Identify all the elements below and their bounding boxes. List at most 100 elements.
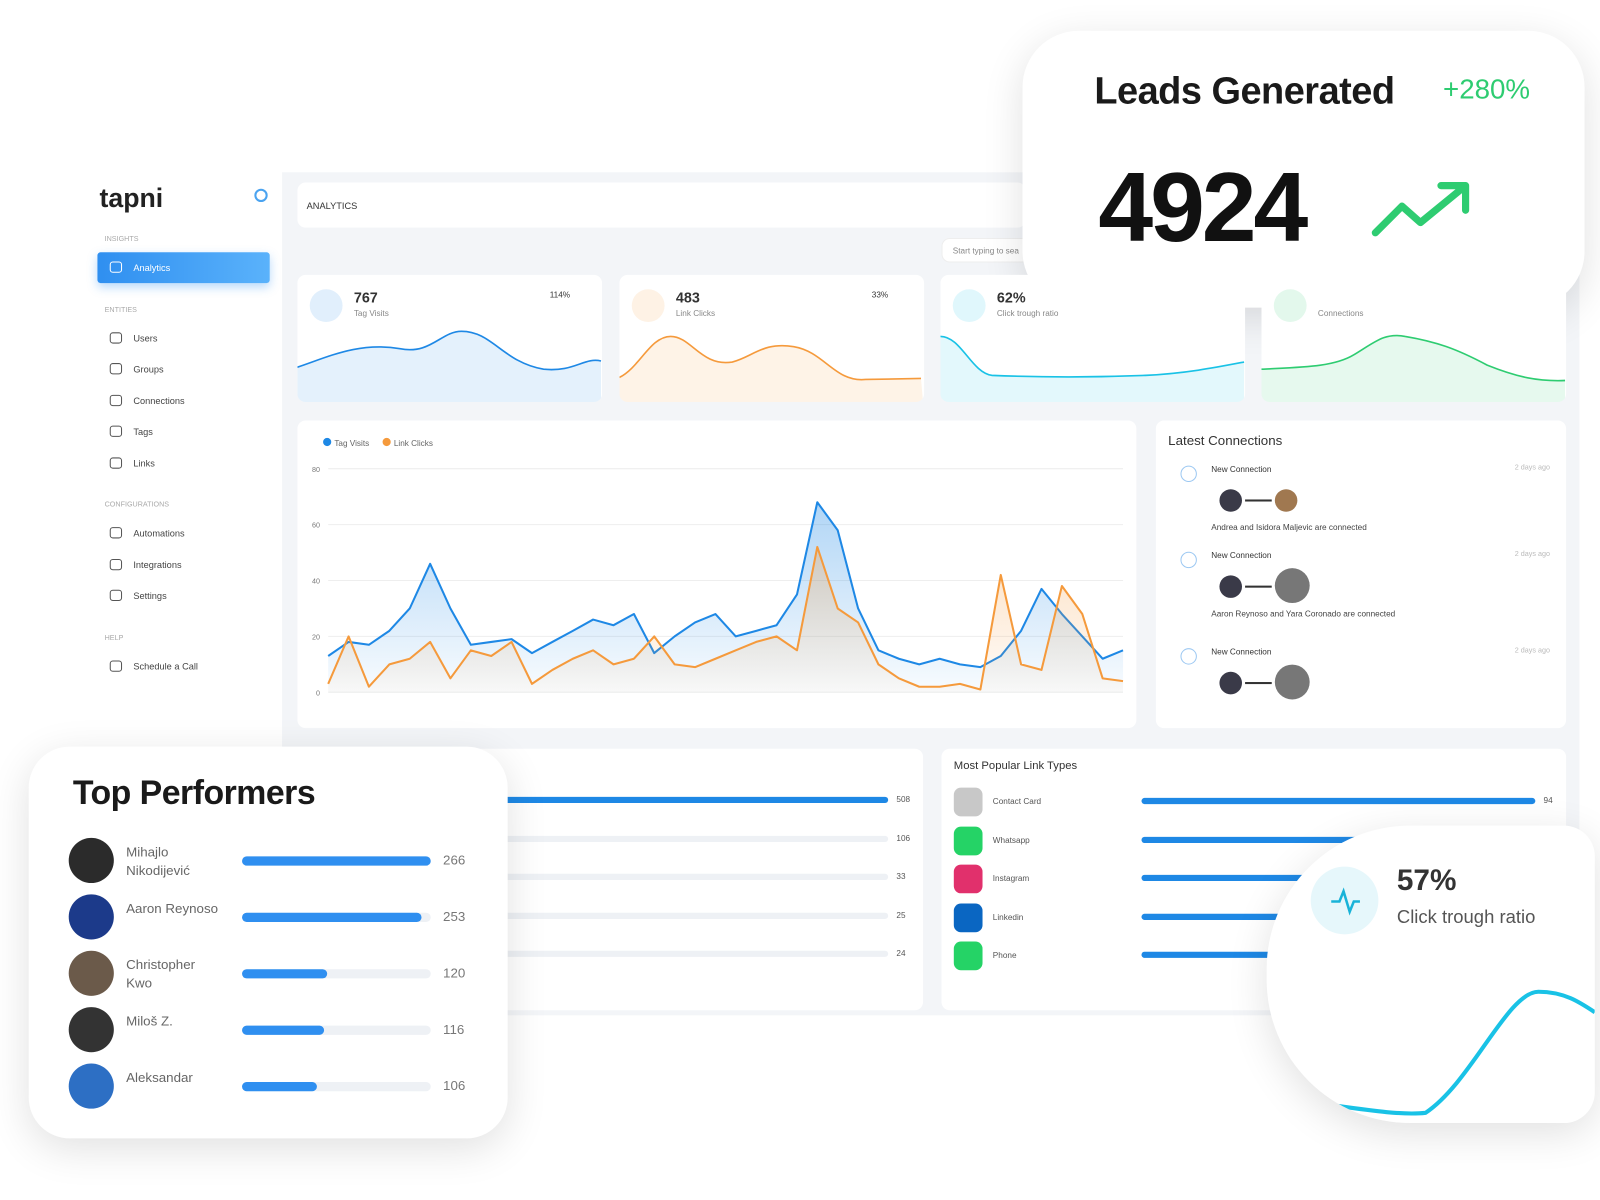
bar <box>242 912 422 923</box>
nav-icon <box>109 363 123 375</box>
stat-label: Click trough ratio <box>996 308 1059 318</box>
bar <box>1141 797 1536 805</box>
nav-icon <box>109 558 123 570</box>
nav-label: Schedule a Call <box>133 660 198 672</box>
stat-icon <box>631 289 665 323</box>
leads-title: Leads Generated <box>1094 69 1395 112</box>
top-performers-card: Top Performers Mihajlo Nikodijević 266 Aar… <box>28 746 508 1139</box>
stat-icon <box>952 289 986 323</box>
sparkline-line <box>297 330 602 371</box>
stat-icon <box>309 289 343 323</box>
avatar <box>1219 489 1243 512</box>
main-chart: 0 20 40 60 80 Tag Visits Link Clicks <box>312 437 1124 697</box>
legend-dot <box>323 437 332 447</box>
nav-icon <box>109 261 123 273</box>
section-title: CONFIGURATIONS <box>104 501 170 509</box>
nav-icon <box>109 659 123 672</box>
link-glyph <box>1245 682 1272 685</box>
avatar <box>68 894 114 940</box>
y-tick-label: 40 <box>312 578 320 586</box>
sparkline-area <box>297 331 602 403</box>
avatar <box>68 1007 114 1053</box>
connection-type: New Connection <box>1211 647 1272 657</box>
bar-track <box>242 1082 431 1092</box>
nav-label: Groups <box>133 364 164 375</box>
ctr-icon <box>1310 866 1379 935</box>
connection-icon <box>1180 465 1197 483</box>
series-line <box>327 545 1124 691</box>
leads-value: 4924 <box>1098 152 1308 263</box>
avatar <box>68 1063 114 1109</box>
section-title: ENTITIES <box>104 306 137 314</box>
nav-icon <box>109 331 123 344</box>
nav-item[interactable]: Automations <box>97 518 269 549</box>
nav-label: Tags <box>133 426 153 437</box>
bar-track <box>317 873 889 880</box>
nav-icon <box>109 425 123 437</box>
link-icon <box>953 903 983 932</box>
stat-label: Tag Visits <box>353 308 389 318</box>
y-tick-label: 80 <box>312 466 320 474</box>
link-name: Whatsapp <box>992 835 1030 845</box>
sparkline <box>1261 334 1566 403</box>
ctr-card: 57% Click trough ratio <box>1266 825 1595 1124</box>
nav-item[interactable]: Groups <box>97 354 269 385</box>
bar-value: 266 <box>443 852 466 868</box>
y-tick-label: 0 <box>316 689 320 697</box>
bar-value: 94 <box>1543 795 1553 806</box>
sparkline-line <box>619 335 922 381</box>
sparkline-line <box>940 335 1245 378</box>
nav-icon <box>109 589 123 602</box>
leads-change: +280% <box>1443 73 1531 105</box>
nav-label: Links <box>133 457 155 469</box>
nav-label: Automations <box>133 528 185 539</box>
bar-value: 33 <box>896 871 906 881</box>
nav-icon <box>109 394 123 406</box>
nav-label: Users <box>133 332 158 344</box>
nav-item[interactable]: Users <box>97 323 269 354</box>
performer-name: Aleksandar <box>126 1069 193 1086</box>
bar-track <box>317 835 889 842</box>
nav-item[interactable]: Links <box>97 448 269 479</box>
bar <box>242 856 431 866</box>
nav-label: Integrations <box>133 559 182 570</box>
settings-dot[interactable] <box>254 188 268 203</box>
avatar <box>1219 671 1243 695</box>
nav-item[interactable]: Settings <box>97 580 269 611</box>
bar-value: 120 <box>443 965 466 981</box>
connection-type: New Connection <box>1211 464 1272 474</box>
stat-value: 767 <box>353 289 378 306</box>
bar <box>1141 836 1444 843</box>
bar-value: 253 <box>443 908 466 925</box>
link-glyph <box>1245 499 1272 502</box>
bar-partial <box>1141 874 1400 881</box>
stat-label: Link Clicks <box>675 308 716 318</box>
bar-partial <box>1141 951 1378 958</box>
nav-item[interactable]: Analytics <box>97 252 270 284</box>
nav-item[interactable]: Integrations <box>97 549 269 580</box>
stat-change: 33% <box>871 290 889 300</box>
nav-item[interactable]: Connections <box>97 385 269 416</box>
nav-label: Settings <box>133 590 167 602</box>
sparkline-area <box>619 336 924 403</box>
search-box[interactable]: Start typing to sea <box>941 237 1034 263</box>
header-bar: ANALYTICS <box>297 182 1026 228</box>
series-area <box>328 546 1124 693</box>
nav-item[interactable]: Schedule a Call <box>97 651 269 682</box>
latest-connections-card: Latest Connections New Connection 2 days … <box>1155 420 1567 729</box>
trend-arrow <box>1371 182 1470 237</box>
legend-dot <box>382 437 391 447</box>
nav-item[interactable]: Tags <box>97 416 269 447</box>
ctr-label: Click trough ratio <box>1396 906 1536 928</box>
nav-label: Analytics <box>133 262 171 273</box>
nav-icon <box>109 527 123 539</box>
stat-card: 483 Link Clicks 33% <box>619 274 925 403</box>
avatar <box>1274 568 1310 604</box>
y-tick-label: 20 <box>312 633 320 641</box>
nav-label: Connections <box>133 395 185 406</box>
sidebar: tapni INSIGHTS Analytics ENTITIES Users Grou… <box>87 172 283 744</box>
link-icon <box>953 787 983 817</box>
performer-name: Mihajlo Nikodijević <box>126 844 190 878</box>
